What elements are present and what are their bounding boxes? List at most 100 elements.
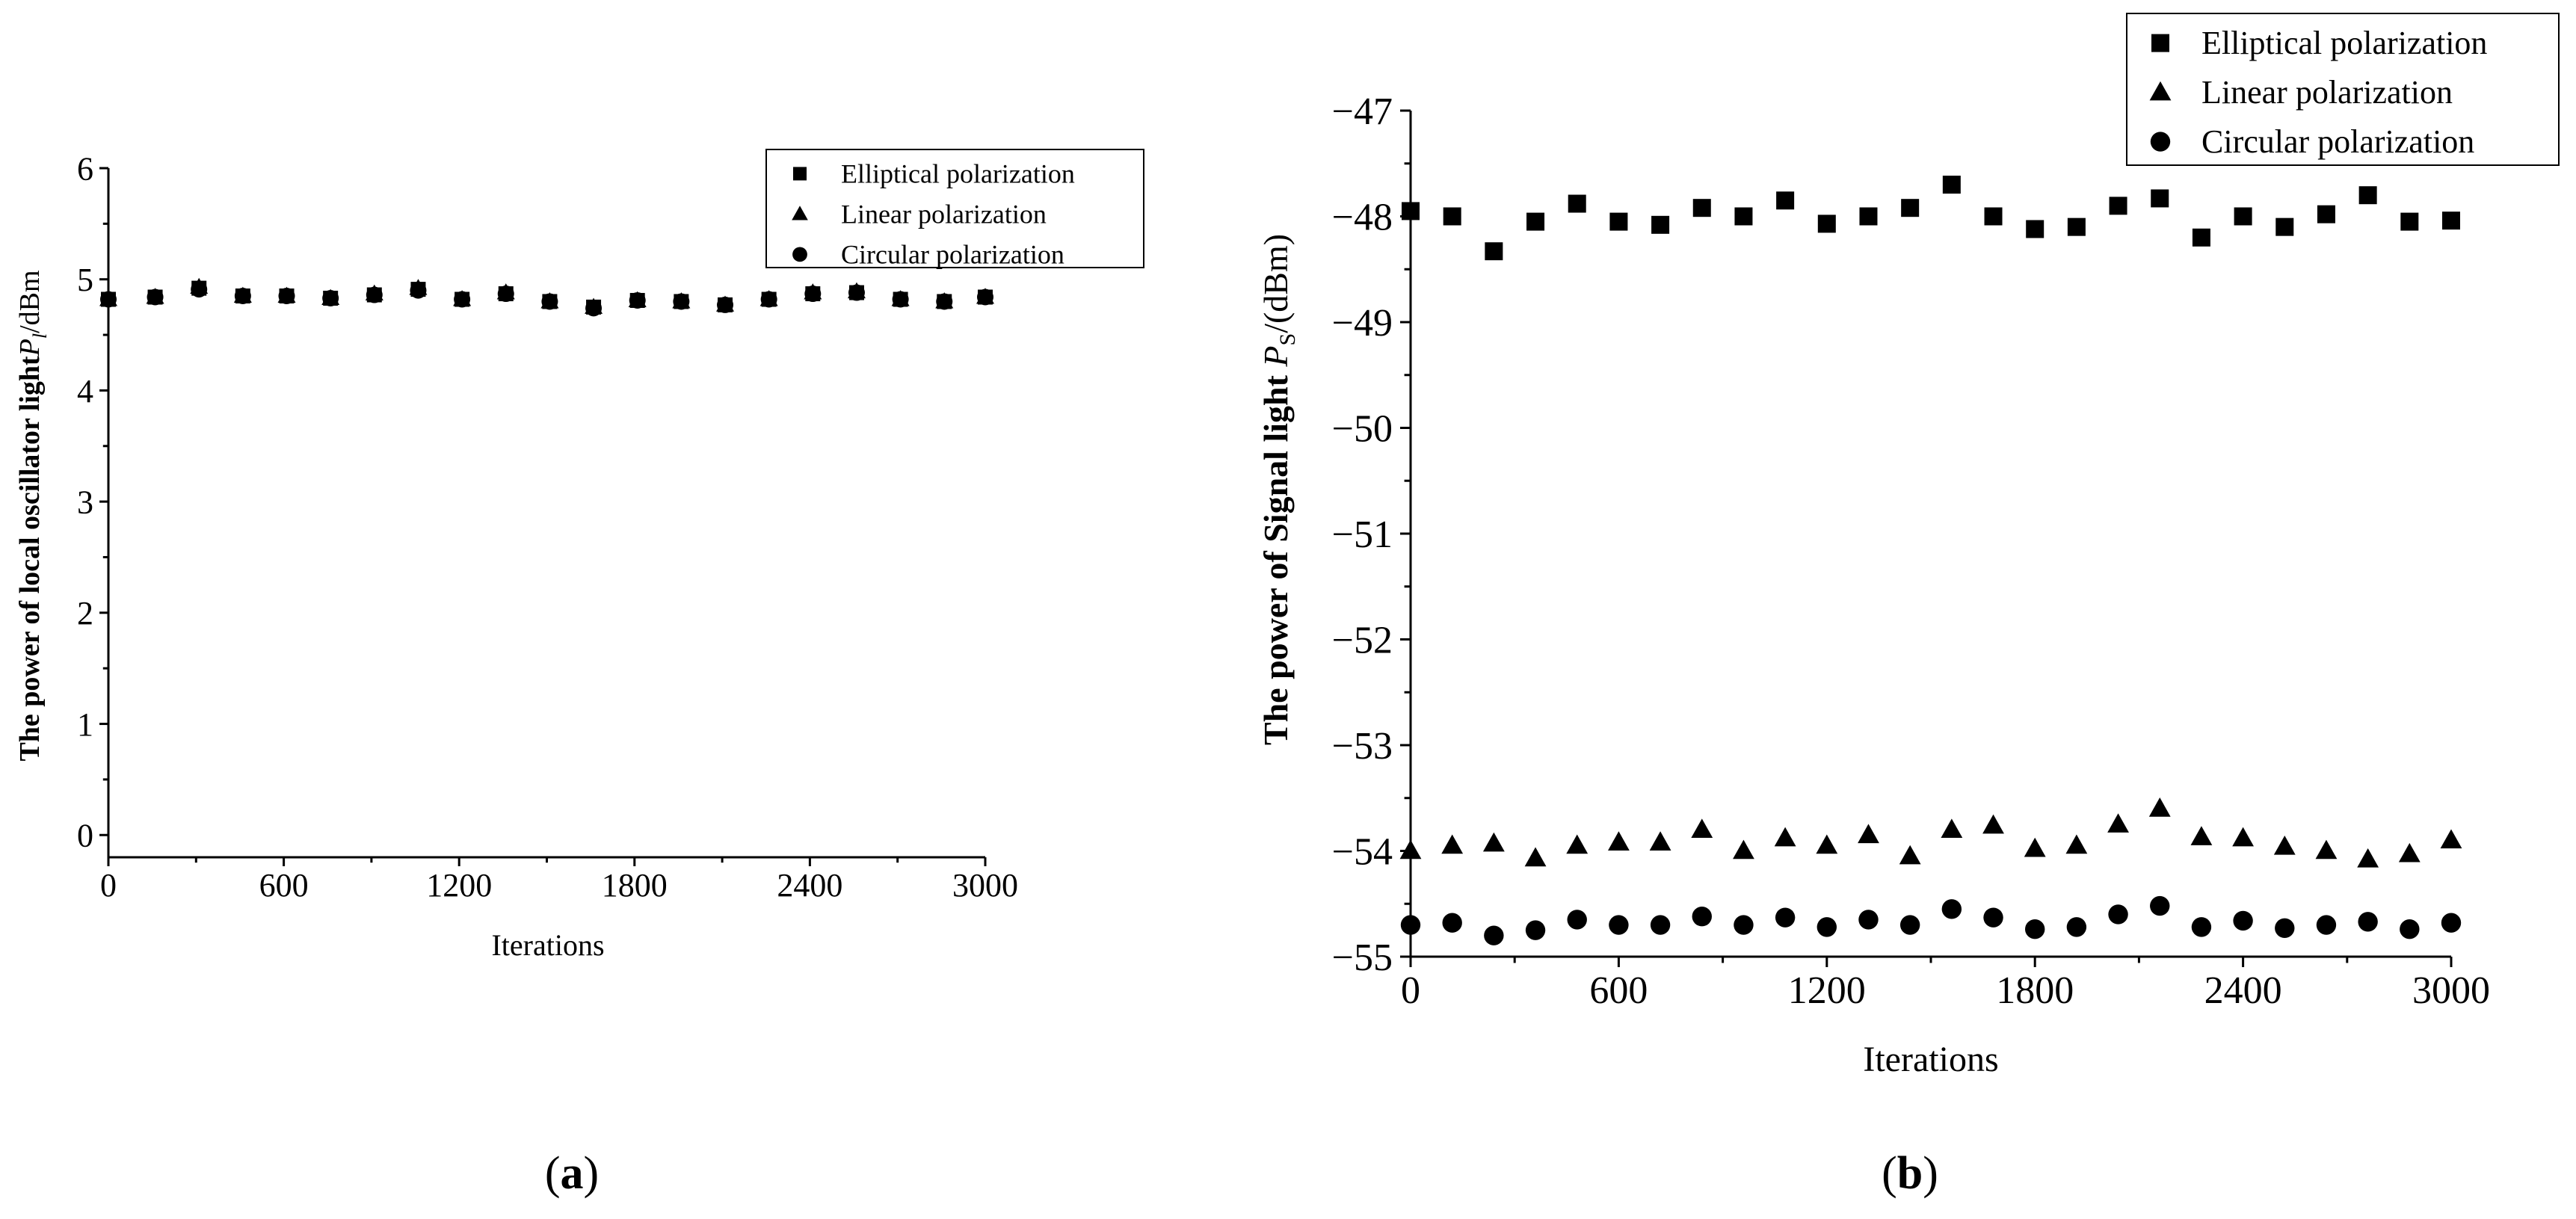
data-point-circle [1525, 920, 1546, 940]
panel-a-caption-letter: a [561, 1148, 584, 1199]
data-point-circle [1484, 925, 1504, 945]
data-point-square [1692, 199, 1711, 217]
y-tick-label: −55 [1332, 936, 1393, 979]
panel-a-caption: (a) [545, 1148, 599, 1199]
panel-b-y-axis-label-prefix: The power of Signal light [1257, 367, 1295, 746]
series-circle [1400, 895, 2462, 945]
y-tick-label: −49 [1332, 302, 1393, 345]
data-point-triangle [2273, 835, 2296, 855]
data-point-circle [717, 296, 734, 313]
data-point-triangle [2148, 797, 2171, 817]
data-point-circle [585, 300, 603, 317]
y-tick-label: −52 [1332, 620, 1393, 662]
legend-box [2126, 13, 2560, 166]
data-point-circle [1983, 907, 2003, 928]
data-point-circle [2108, 904, 2128, 925]
x-tick-label: 1800 [1996, 969, 2074, 1012]
data-point-circle [234, 288, 251, 305]
y-tick-label: 2 [77, 595, 93, 632]
data-point-circle [147, 288, 164, 306]
legend-marker-circle [792, 247, 807, 262]
x-tick-label: 0 [1401, 969, 1420, 1012]
data-point-circle [278, 288, 295, 305]
legend-label: Elliptical polarization [841, 158, 1075, 188]
panel-a-y-axis-label-unit: /dBm [14, 270, 46, 333]
panel-a-legend: Elliptical polarization Linear polarizati… [765, 149, 1144, 269]
panel-b: 0 600 1200 1800 2400 3000 −47 −48 −49 −50 −51 −52 −5… [1257, 13, 2560, 1199]
data-point-triangle [2065, 834, 2088, 854]
x-tick-label: 1200 [426, 867, 492, 904]
data-point-circle [191, 281, 208, 298]
data-point-triangle [2024, 837, 2046, 857]
data-point-triangle [1816, 834, 1838, 854]
data-point-triangle [1524, 847, 1547, 867]
data-point-square [1734, 207, 1753, 226]
panel-a: 0 600 1200 1800 2400 3000 0 1 2 3 4 5 6 Elliptical p… [14, 149, 1144, 1199]
x-tick-label: 1200 [1788, 969, 1866, 1012]
data-point-circle [629, 291, 646, 309]
panel-a-y-axis-label-symbol: P [14, 339, 46, 357]
data-point-square [2151, 189, 2169, 208]
panel-a-y-axis-label: The power of local oscillator lightPl/dB… [14, 270, 51, 761]
data-point-circle [2358, 912, 2378, 932]
data-point-triangle [2440, 829, 2462, 849]
panel-a-plot-area: 0 600 1200 1800 2400 3000 0 1 2 3 4 5 6 [77, 150, 1018, 904]
data-point-triangle [1899, 845, 1921, 865]
y-tick-label: 0 [77, 818, 93, 854]
data-point-square [2400, 212, 2419, 231]
y-tick-label: −54 [1332, 831, 1393, 874]
panel-b-y-axis-label: The power of Signal light PS/(dBm) [1257, 234, 1300, 745]
data-point-circle [322, 289, 339, 306]
data-point-circle [454, 291, 471, 308]
data-point-square [2234, 207, 2252, 226]
legend-label: Linear polarization [2201, 74, 2453, 111]
data-point-triangle [1691, 818, 1713, 838]
y-tick-label: −47 [1332, 90, 1393, 133]
legend-marker-square [793, 167, 807, 181]
data-point-square [2358, 186, 2377, 205]
y-tick-label: −48 [1332, 197, 1393, 239]
data-point-circle [1817, 917, 1837, 937]
data-point-circle [2441, 913, 2462, 933]
x-tick-label: 600 [1589, 969, 1648, 1012]
data-point-triangle [2315, 839, 2338, 860]
x-tick-label: 3000 [952, 867, 1018, 904]
data-point-triangle [1774, 827, 1796, 847]
data-point-circle [1941, 899, 1962, 919]
legend-label: Circular polarization [841, 239, 1064, 269]
data-point-triangle [2357, 848, 2379, 868]
data-point-square [2192, 228, 2210, 247]
series-circle [100, 281, 993, 317]
legend-marker-square [2151, 34, 2169, 52]
data-point-triangle [1566, 834, 1589, 854]
data-point-triangle [2398, 842, 2421, 862]
data-point-triangle [2232, 827, 2254, 847]
legend-marker-triangle [792, 206, 808, 220]
y-tick-label: 5 [77, 262, 93, 298]
y-tick-label: 6 [77, 150, 93, 187]
data-point-circle [1442, 913, 1462, 933]
data-point-circle [1858, 910, 1879, 930]
y-tick-label: 3 [77, 484, 93, 521]
panel-b-legend: Elliptical polarization Linear polarizati… [2126, 13, 2560, 166]
data-point-triangle [1982, 814, 2004, 834]
data-point-circle [541, 293, 558, 310]
data-point-circle [2275, 918, 2295, 938]
panel-b-y-axis-label-unit: /(dBm) [1257, 234, 1295, 333]
panel-b-y-axis-label-symbol: P [1257, 345, 1295, 367]
data-point-circle [100, 291, 117, 308]
data-point-circle [1567, 910, 1587, 930]
y-tick-label: 4 [77, 373, 93, 410]
y-tick-label: −53 [1332, 725, 1393, 768]
data-point-square [2317, 205, 2335, 223]
legend-box [765, 149, 1144, 268]
data-point-square [1859, 207, 1878, 226]
data-point-circle [673, 293, 690, 310]
data-point-circle [848, 284, 865, 301]
x-tick-label: 3000 [2412, 969, 2490, 1012]
panel-b-plot-area: 0 600 1200 1800 2400 3000 −47 −48 −49 −50 −51 −52 −5… [1332, 90, 2490, 1012]
data-point-circle [892, 291, 909, 308]
series-square [1402, 176, 2460, 261]
x-tick-label: 1800 [602, 867, 668, 904]
series-triangle [1399, 797, 2462, 868]
